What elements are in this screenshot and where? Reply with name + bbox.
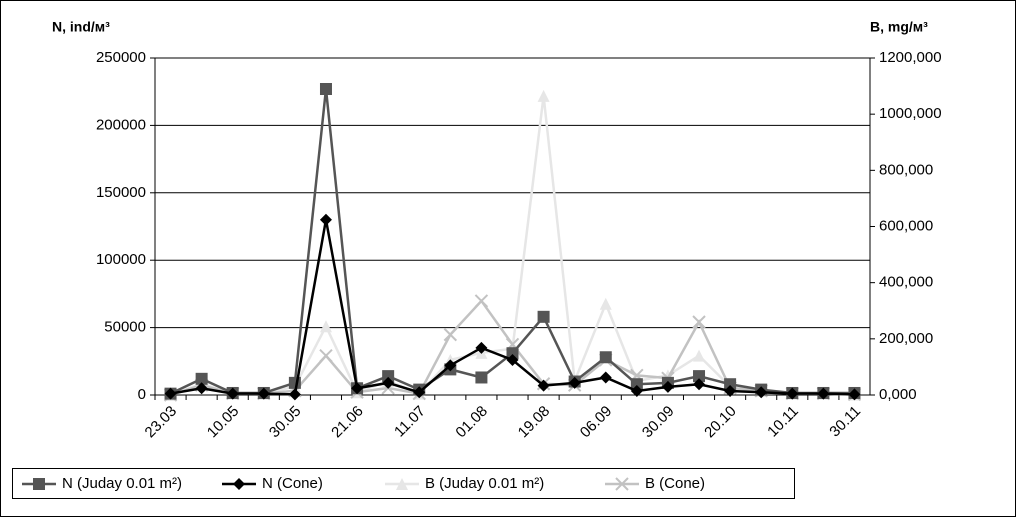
legend-label: N (Cone) bbox=[262, 475, 323, 492]
y2-tick-label: 200,000 bbox=[879, 330, 933, 347]
data-marker bbox=[474, 294, 489, 308]
data-marker bbox=[537, 89, 550, 102]
data-marker bbox=[195, 372, 208, 385]
data-marker bbox=[444, 359, 457, 372]
data-marker bbox=[319, 348, 333, 363]
data-marker bbox=[599, 351, 612, 364]
y2-axis-title: B, mg/м³ bbox=[870, 19, 928, 35]
data-marker bbox=[692, 315, 706, 329]
data-marker bbox=[537, 379, 550, 392]
y-tick-label: 250000 bbox=[96, 49, 146, 66]
data-marker bbox=[319, 83, 332, 96]
legend-label: B (Judaу 0.01 m²) bbox=[425, 475, 544, 492]
data-marker bbox=[257, 387, 270, 400]
y-tick-label: 100000 bbox=[96, 251, 146, 268]
legend-marker bbox=[396, 478, 408, 490]
y2-tick-label: 400,000 bbox=[879, 274, 933, 291]
data-marker bbox=[599, 371, 612, 384]
data-marker bbox=[724, 384, 737, 397]
data-marker bbox=[382, 376, 395, 389]
data-marker bbox=[506, 353, 519, 366]
y-tick-label: 200000 bbox=[96, 116, 146, 133]
data-marker bbox=[506, 347, 519, 360]
data-marker bbox=[288, 376, 301, 389]
data-marker bbox=[599, 297, 612, 310]
data-marker bbox=[226, 387, 239, 400]
data-marker bbox=[537, 310, 550, 323]
data-marker bbox=[319, 320, 332, 333]
data-marker bbox=[475, 371, 488, 384]
data-marker bbox=[817, 387, 830, 400]
data-marker bbox=[848, 388, 861, 401]
legend-label: N (Juday 0.01 m²) bbox=[62, 475, 182, 492]
y2-tick-label: 600,000 bbox=[879, 217, 933, 234]
data-marker bbox=[351, 382, 364, 395]
data-marker bbox=[382, 370, 395, 383]
data-marker bbox=[475, 341, 488, 354]
y-tick-label: 0 bbox=[138, 386, 146, 403]
data-marker bbox=[693, 349, 706, 362]
y2-tick-label: 0,000 bbox=[879, 386, 917, 403]
data-marker bbox=[630, 378, 643, 391]
legend-marker bbox=[33, 478, 45, 490]
data-marker bbox=[164, 387, 177, 400]
y-tick-label: 150000 bbox=[96, 184, 146, 201]
data-marker bbox=[724, 378, 737, 391]
data-marker bbox=[630, 384, 643, 397]
data-marker bbox=[443, 327, 458, 342]
data-marker bbox=[693, 370, 706, 383]
y2-tick-label: 1000,000 bbox=[879, 105, 942, 122]
legend-marker bbox=[615, 477, 629, 491]
data-marker bbox=[319, 213, 332, 226]
legend-label: B (Cone) bbox=[645, 475, 705, 492]
data-marker bbox=[786, 387, 799, 400]
y-axis-title: N, ind/м³ bbox=[52, 19, 110, 35]
data-marker bbox=[693, 378, 706, 391]
y-tick-label: 50000 bbox=[104, 319, 146, 336]
data-marker bbox=[288, 388, 301, 401]
data-marker bbox=[568, 376, 581, 389]
y2-tick-label: 1200,000 bbox=[879, 49, 942, 66]
y2-tick-label: 800,000 bbox=[879, 161, 933, 178]
legend-marker bbox=[233, 478, 245, 490]
data-marker bbox=[755, 386, 768, 399]
data-marker bbox=[195, 382, 208, 395]
data-marker bbox=[661, 380, 674, 393]
data-marker bbox=[413, 386, 426, 399]
